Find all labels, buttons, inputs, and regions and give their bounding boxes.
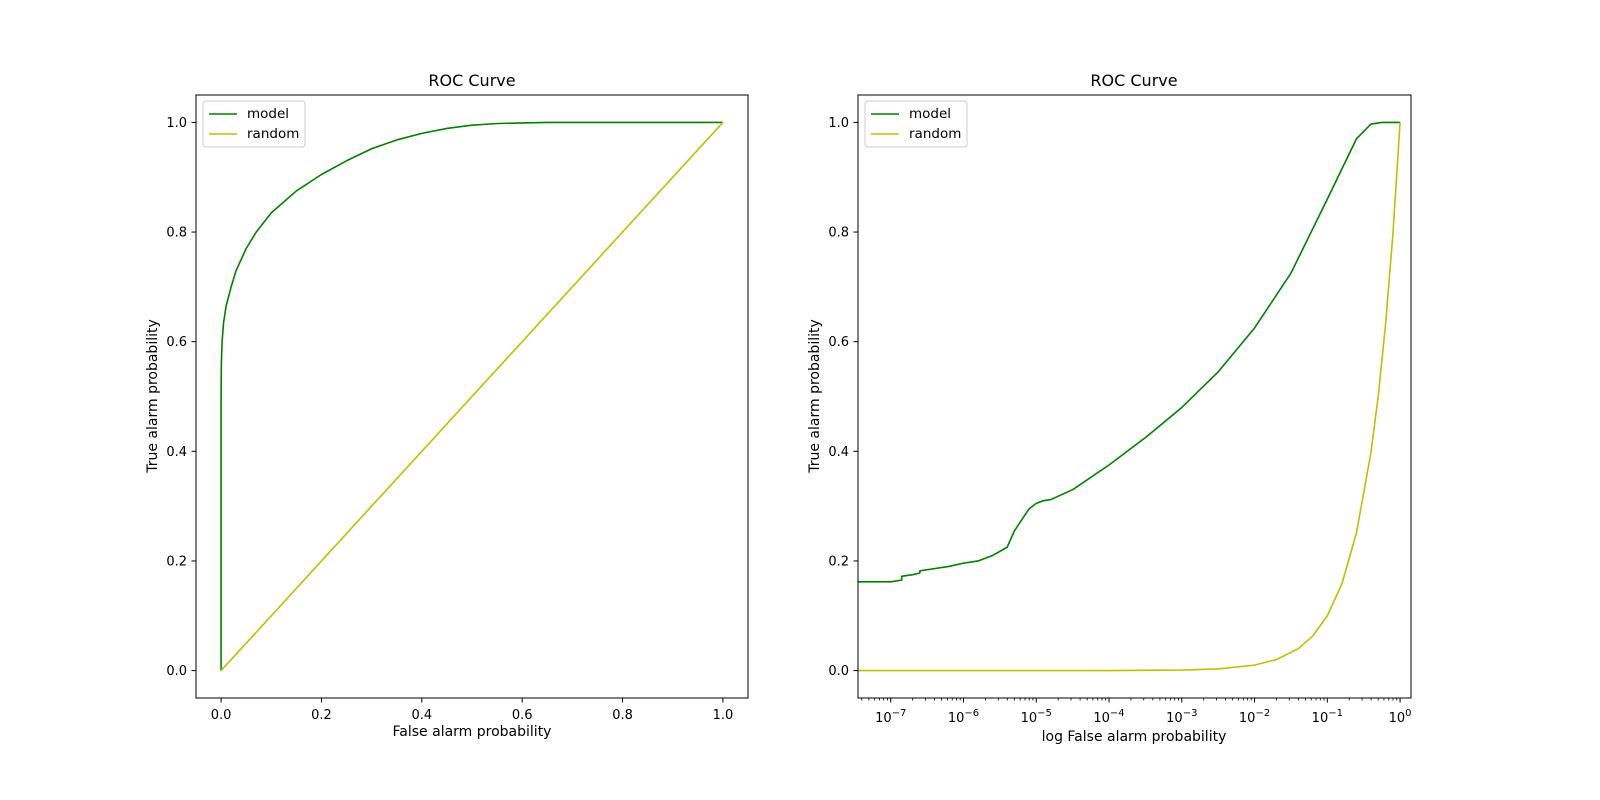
- x-tick-label: 10−1: [1312, 708, 1343, 726]
- legend-box: [864, 100, 968, 148]
- y-tick-label: 0.2: [166, 554, 187, 569]
- y-tick-label: 1.0: [166, 116, 187, 131]
- x-axis-label: False alarm probability: [393, 724, 552, 740]
- chart-title: ROC Curve: [428, 71, 515, 90]
- series-line-model: [220, 121, 723, 671]
- y-tick-label: 0.8: [828, 226, 849, 241]
- series-line-model: [858, 121, 1401, 583]
- legend-label-random: random: [909, 126, 961, 142]
- y-tick-label: 0.0: [828, 664, 849, 679]
- y-axis-ticks: 0.0 0.2 0.4 0.6 0.8 1.0: [166, 116, 196, 679]
- x-axis-label: log False alarm probability: [1042, 729, 1227, 745]
- x-tick-label: 0.4: [411, 708, 432, 723]
- y-tick-label: 0.4: [166, 445, 187, 460]
- y-axis-label: True alarm probability: [807, 319, 823, 474]
- chart-left: ROC Curve 0.00.20.40.60.81.0 0.0 0.2 0.4 0.…: [145, 71, 749, 740]
- x-tick-label: 0.0: [211, 708, 232, 723]
- y-tick-label: 0.4: [828, 445, 849, 460]
- y-tick-label: 0.6: [166, 335, 187, 350]
- y-tick-label: 1.0: [828, 116, 849, 131]
- x-tick-label: 10−4: [1093, 708, 1124, 726]
- x-tick-label: 0.6: [512, 708, 533, 723]
- x-tick-label: 100: [1389, 708, 1412, 726]
- x-tick-label: 10−2: [1239, 708, 1270, 726]
- series-line-random: [220, 121, 724, 672]
- y-tick-label: 0.6: [828, 335, 849, 350]
- x-axis-ticks: 0.0 0.2 0.4 0.6 0.8 1.0: [211, 698, 734, 723]
- y-axis-label: True alarm probability: [145, 319, 161, 474]
- x-tick-label: 10−7: [875, 708, 906, 726]
- legend: model random: [202, 100, 306, 148]
- x-tick-label: 1.0: [713, 708, 734, 723]
- y-tick-label: 0.8: [166, 226, 187, 241]
- legend-label-model: model: [909, 106, 951, 122]
- x-tick-label: 10−3: [1166, 708, 1197, 726]
- axes-frame: [857, 94, 1412, 699]
- chart-right: ROC Curve 0.00.20.40.60.81.0 10−7 10−6 10−…: [807, 71, 1412, 745]
- x-tick-label: 10−6: [948, 708, 979, 726]
- x-axis-ticks: 10−7 10−6 10−5 10−4 10−3 10−2 10−1 100: [861, 698, 1412, 726]
- series-group: [220, 121, 724, 672]
- series-line-random: [858, 122, 1401, 672]
- legend-label-model: model: [247, 106, 289, 122]
- legend-label-random: random: [247, 126, 299, 142]
- x-tick-label: 0.2: [311, 708, 332, 723]
- legend: model random: [864, 100, 968, 148]
- x-tick-label: 10−5: [1021, 708, 1052, 726]
- y-tick-label: 0.2: [828, 554, 849, 569]
- y-axis-ticks: 0.0 0.2 0.4 0.6 0.8 1.0: [828, 116, 858, 679]
- y-tick-label: 0.0: [166, 664, 187, 679]
- chart-title: ROC Curve: [1090, 71, 1177, 90]
- series-group: [858, 121, 1401, 672]
- axes-frame: [195, 94, 749, 699]
- legend-box: [202, 100, 306, 148]
- x-tick-label: 0.8: [612, 708, 633, 723]
